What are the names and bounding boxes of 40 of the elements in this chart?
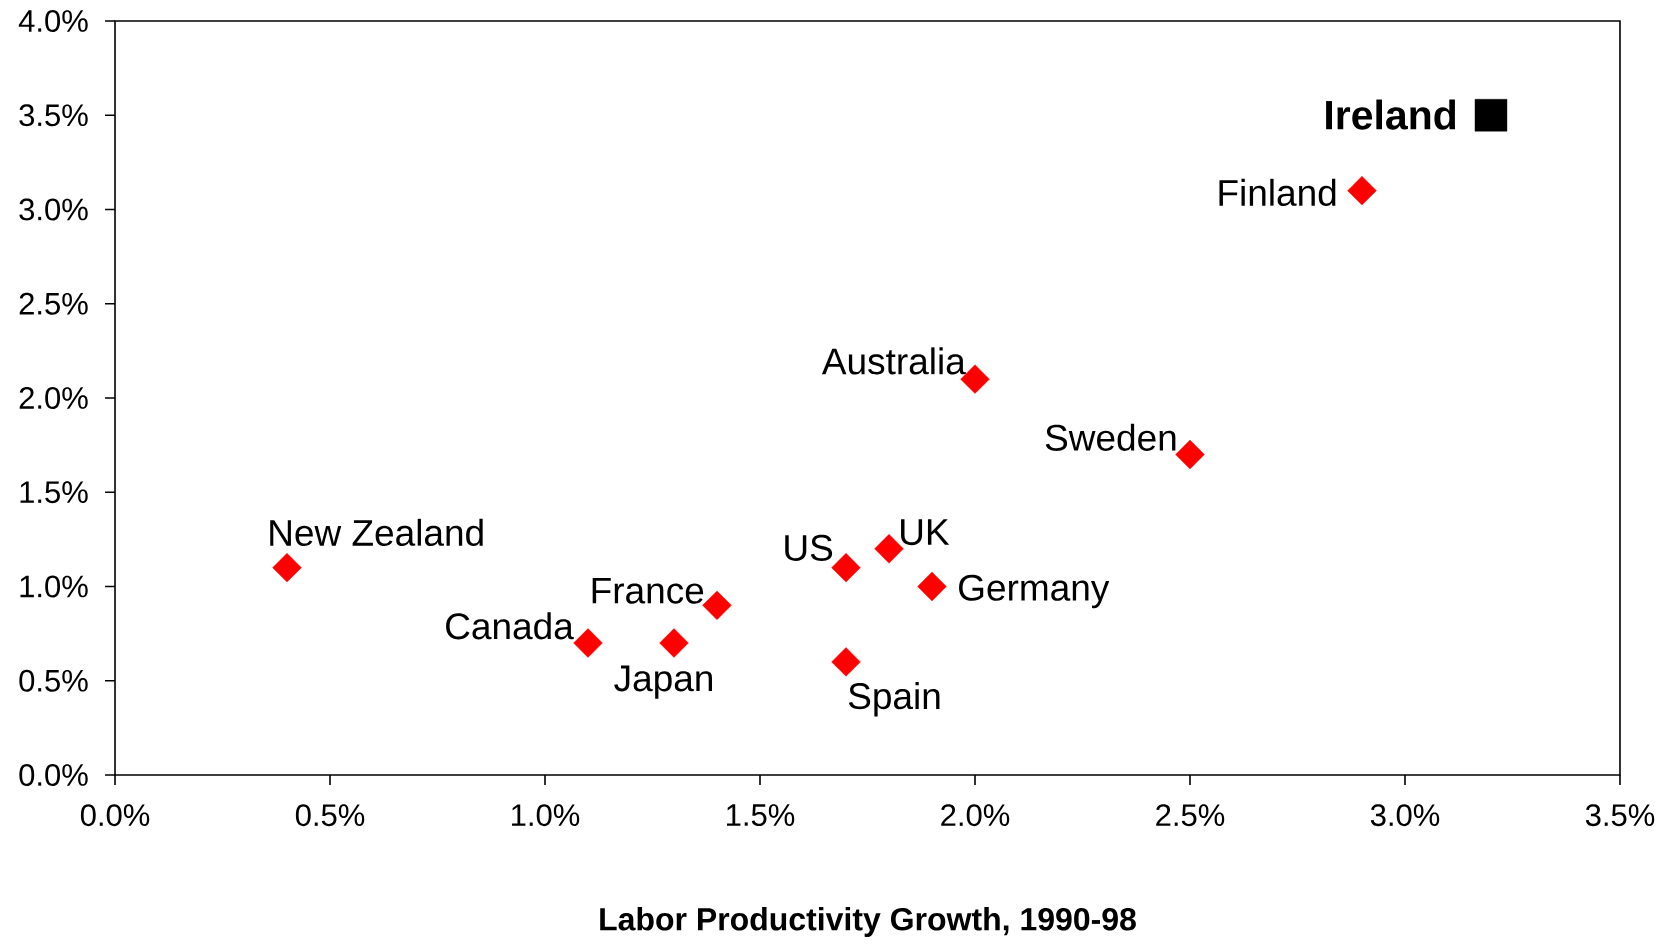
point [917,571,947,602]
y-tick-label: 1.0% [20,575,88,598]
x-tick-label: 0.5% [295,804,365,827]
point [272,553,302,583]
series-label: Sweden [1045,423,1176,451]
point [831,553,861,583]
series-label: Canada [446,612,574,640]
x-tick-label: 3.0% [1370,804,1440,827]
x-tick-label: 3.5% [1585,804,1655,827]
series-label: Australia [821,347,966,375]
series-label: UK [901,519,950,546]
series-label: France [592,577,704,604]
x-tick-label: 2.5% [1156,804,1225,827]
series-label: Ireland [1326,99,1456,130]
x-tick-label: 0.0% [80,804,150,827]
series-label: Japan [614,665,712,699]
series-label: New Zealand [270,518,483,546]
point [1347,176,1377,206]
x-axis-title: Labor Productivity Growth, 1990-98 [600,907,1136,937]
point [1474,99,1508,132]
point [702,590,732,620]
y-tick-label: 1.5% [20,481,88,504]
series-label: Germany [959,574,1110,609]
point [831,647,861,677]
y-tick-label: 3.5% [19,104,88,127]
y-tick-label: 2.5% [19,292,88,315]
x-tick-label: 2.0% [941,804,1010,827]
y-tick-label: 4.0% [18,10,88,32]
point [659,628,689,658]
x-tick-label: 1.0% [512,804,580,827]
point [573,628,603,658]
y-tick-label: 0.0% [19,764,88,786]
y-tick-label: 3.0% [19,198,88,221]
series-label: Spain [848,682,940,717]
x-tick-label: 1.5% [727,804,795,826]
y-tick-label: 2.0% [19,387,88,409]
series-label: Finland [1219,178,1336,206]
y-tick-label: 0.5% [19,669,88,692]
series-label: US [785,534,833,561]
point [1175,439,1205,470]
